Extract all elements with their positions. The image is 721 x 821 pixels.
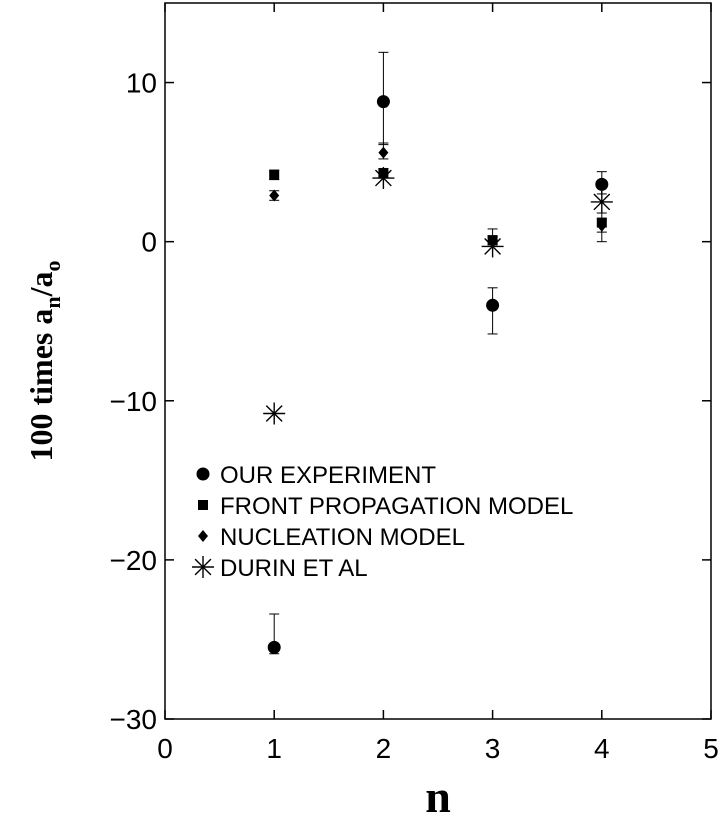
y-axis-label-sub2: o	[40, 261, 65, 272]
x-tick-label: 3	[485, 733, 501, 764]
y-tick-label: −30	[110, 704, 158, 735]
point-square	[269, 169, 280, 180]
point-diamond	[378, 146, 389, 159]
y-tick-label: −20	[110, 545, 158, 576]
x-tick-label: 4	[594, 733, 610, 764]
legend-label: OUR EXPERIMENT	[220, 462, 436, 489]
legend-label: NUCLEATION MODEL	[220, 524, 465, 551]
y-tick-label: −10	[110, 386, 158, 417]
y-axis-label: 100 times an/ao	[23, 261, 65, 462]
y-tick-label: 0	[141, 227, 157, 258]
point-asterisk	[481, 235, 504, 258]
legend-marker-diamond	[198, 530, 208, 542]
data-markers	[263, 95, 613, 654]
axis-ticks: 0 1 2 3 4 5 −30 −20 −10 0 10	[110, 3, 719, 764]
x-tick-label: 5	[703, 733, 719, 764]
point-asterisk	[372, 167, 395, 190]
x-tick-label: 2	[376, 733, 392, 764]
legend: OUR EXPERIMENT FRONT PROPAGATION MODEL NUC…	[192, 462, 573, 582]
legend-label: DURIN ET AL	[220, 555, 368, 582]
point-circle	[486, 298, 500, 312]
point-diamond	[596, 219, 607, 232]
legend-marker-circle	[196, 467, 210, 481]
legend-label: FRONT PROPAGATION MODEL	[220, 493, 573, 520]
point-circle	[595, 177, 609, 191]
point-circle	[267, 640, 281, 654]
x-tick-label: 1	[266, 733, 282, 764]
point-diamond	[269, 189, 280, 202]
x-axis-label: n	[425, 771, 451, 821]
y-axis-label-mid: /a	[23, 272, 59, 298]
point-circle	[376, 95, 390, 109]
y-axis-label-main: 100 times a	[23, 309, 59, 462]
x-tick-label: 0	[157, 733, 173, 764]
y-tick-label: 10	[126, 68, 157, 99]
point-asterisk	[590, 190, 613, 213]
plot-frame	[164, 2, 712, 720]
point-asterisk	[263, 402, 286, 425]
legend-marker-square	[198, 500, 208, 510]
y-axis-label-sub1: n	[40, 296, 65, 308]
legend-marker-asterisk	[192, 556, 214, 578]
